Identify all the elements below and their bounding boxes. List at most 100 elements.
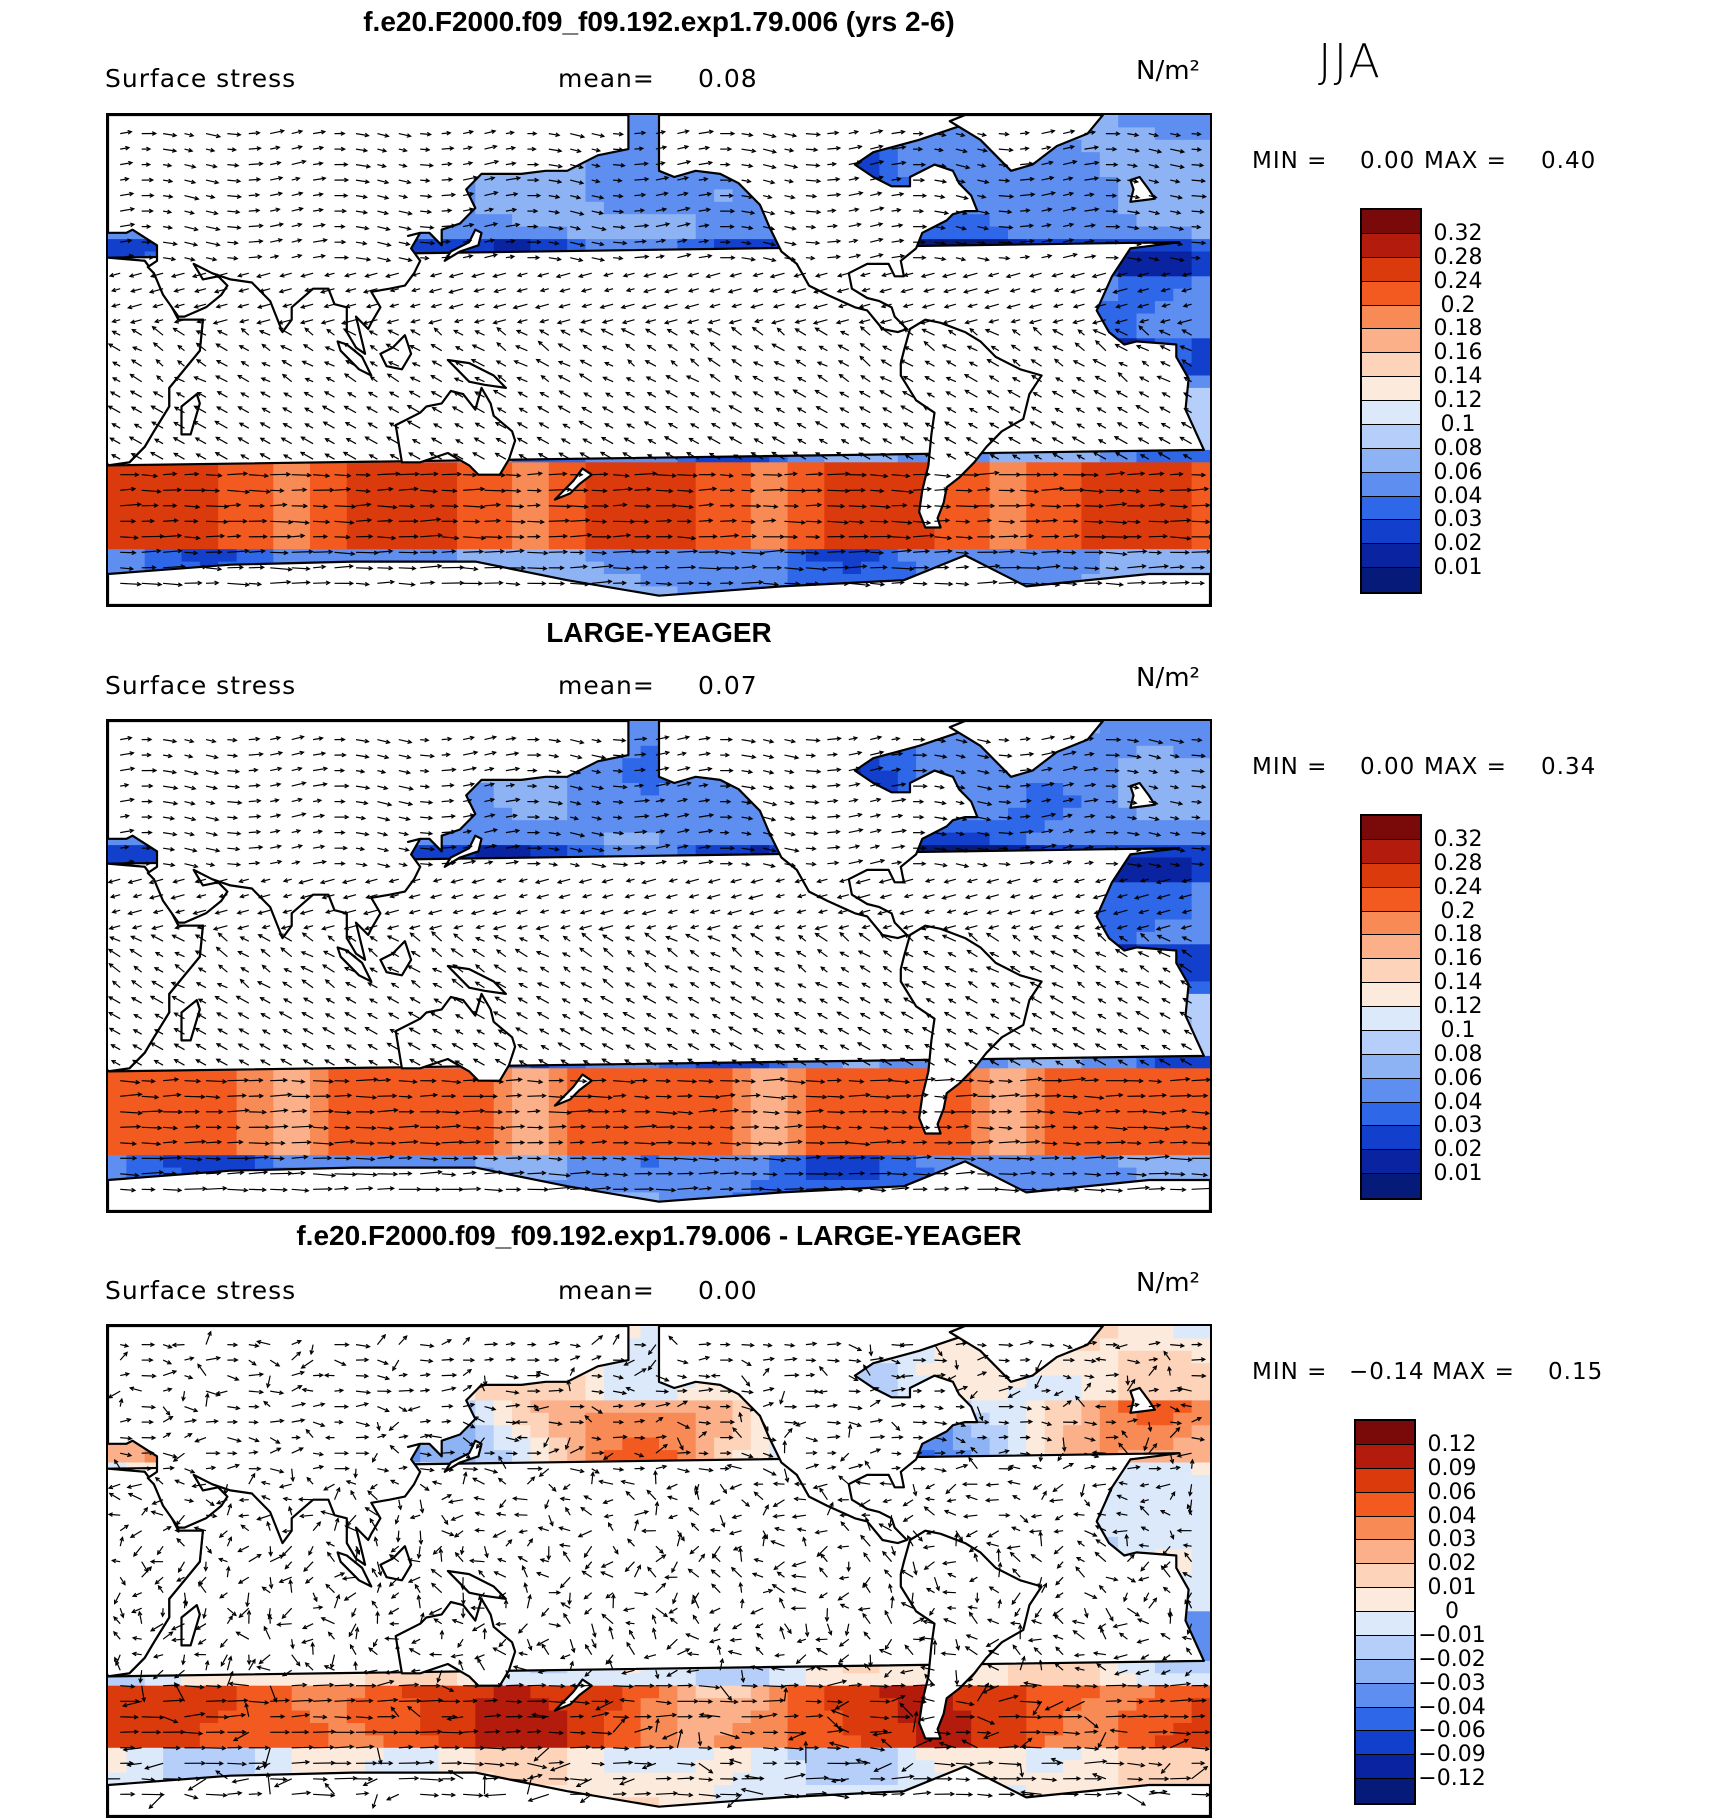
- field-cell: [1081, 140, 1100, 153]
- field-cell: [218, 537, 237, 550]
- field-cell: [126, 475, 145, 488]
- field-cell: [310, 537, 329, 550]
- field-cell: [273, 475, 292, 488]
- field-cell: [1173, 524, 1192, 537]
- field-cell: [402, 512, 421, 525]
- field-cell: [494, 202, 513, 215]
- field-cell: [659, 549, 678, 562]
- field-cell: [494, 189, 513, 202]
- field-cell: [1008, 177, 1027, 190]
- field-cell: [384, 475, 403, 488]
- field-cell: [1137, 512, 1156, 525]
- field-cell: [549, 512, 568, 525]
- field-cell: [879, 549, 898, 562]
- field-cell: [218, 487, 237, 500]
- field-cell: [1173, 177, 1192, 190]
- field-cell: [1118, 524, 1137, 537]
- field-cell: [990, 549, 1009, 562]
- field-cell: [273, 487, 292, 500]
- field-cell: [1173, 326, 1192, 339]
- field-cell: [163, 512, 182, 525]
- field-cell: [622, 152, 641, 165]
- field-cell: [255, 487, 274, 500]
- field-cell: [1026, 487, 1045, 500]
- field-cell: [971, 152, 990, 165]
- field-cell: [1137, 214, 1156, 227]
- field-cell: [200, 549, 219, 562]
- field-cell: [604, 177, 623, 190]
- field-cell: [365, 462, 384, 475]
- field-cell: [714, 574, 733, 587]
- field-cell: [108, 524, 127, 537]
- field-cell: [861, 487, 880, 500]
- field-cell: [1118, 214, 1137, 227]
- field-cell: [237, 537, 256, 550]
- field-cell: [1192, 524, 1210, 537]
- field-cell: [494, 227, 513, 240]
- field-cell: [1081, 462, 1100, 475]
- field-cell: [1063, 227, 1082, 240]
- field-cell: [788, 487, 807, 500]
- field-cell: [1100, 487, 1119, 500]
- field-cell: [182, 512, 201, 525]
- field-cell: [953, 512, 972, 525]
- field-cell: [604, 512, 623, 525]
- stress-vector: [313, 521, 329, 522]
- field-cell: [1045, 165, 1064, 178]
- field-cell: [567, 537, 586, 550]
- field-cell: [1173, 462, 1192, 475]
- field-cell: [273, 537, 292, 550]
- stress-vector: [399, 474, 419, 475]
- field-cell: [530, 214, 549, 227]
- field-cell: [990, 537, 1009, 550]
- field-cell: [641, 574, 660, 587]
- field-cell: [879, 152, 898, 165]
- field-cell: [714, 537, 733, 550]
- field-cell: [1192, 115, 1210, 128]
- stress-vector: [827, 490, 849, 491]
- field-cell: [200, 475, 219, 488]
- field-cell: [512, 487, 531, 500]
- field-cell: [953, 214, 972, 227]
- field-cell: [1137, 252, 1156, 265]
- field-cell: [733, 227, 752, 240]
- field-cell: [1045, 512, 1064, 525]
- stress-vector: [892, 505, 907, 506]
- field-cell: [824, 475, 843, 488]
- field-cell: [714, 487, 733, 500]
- field-cell: [879, 537, 898, 550]
- field-cell: [622, 214, 641, 227]
- field-cell: [255, 537, 274, 550]
- field-cell: [1118, 475, 1137, 488]
- field-cell: [861, 524, 880, 537]
- field-cell: [1173, 214, 1192, 227]
- field-cell: [751, 512, 770, 525]
- field-cell: [457, 537, 476, 550]
- field-cell: [328, 475, 347, 488]
- field-cell: [1045, 189, 1064, 202]
- field-cell: [604, 165, 623, 178]
- field-cell: [824, 537, 843, 550]
- field-cell: [1173, 115, 1192, 128]
- field-cell: [530, 537, 549, 550]
- field-cell: [843, 524, 862, 537]
- field-cell: [824, 524, 843, 537]
- field-cell: [494, 475, 513, 488]
- field-cell: [659, 189, 678, 202]
- field-cell: [879, 487, 898, 500]
- field-cell: [733, 512, 752, 525]
- field-cell: [1045, 227, 1064, 240]
- field-cell: [751, 227, 770, 240]
- season-label: JJA: [1318, 34, 1382, 88]
- field-cell: [310, 487, 329, 500]
- field-cell: [273, 462, 292, 475]
- field-cell: [1173, 301, 1192, 314]
- field-cell: [677, 574, 696, 587]
- field-cell: [659, 512, 678, 525]
- stress-vector: [270, 490, 283, 491]
- field-cell: [347, 462, 366, 475]
- field-cell: [530, 475, 549, 488]
- field-cell: [641, 227, 660, 240]
- stress-vector: [763, 475, 781, 476]
- field-cell: [126, 512, 145, 525]
